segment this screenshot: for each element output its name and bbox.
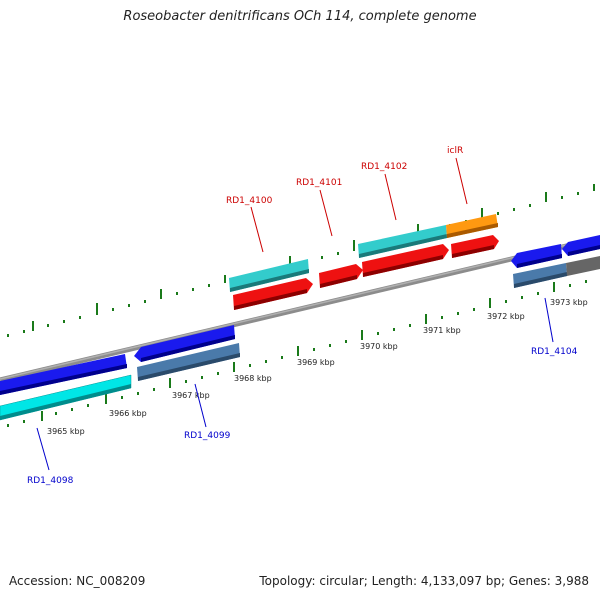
kbp-label-3973: 3973 kbp bbox=[550, 298, 588, 307]
kbp-label-3966: 3966 kbp bbox=[109, 409, 147, 418]
genome-backbone bbox=[0, 235, 600, 383]
genome-stats-text: Topology: circular; Length: 4,133,097 bp… bbox=[259, 574, 589, 588]
kbp-label-3965: 3965 kbp bbox=[47, 427, 85, 436]
accession-text: Accession: NC_008209 bbox=[9, 574, 146, 588]
gene-rd1-4104-arrow-edge bbox=[517, 254, 562, 268]
label-rd1-4102[interactable]: RD1_4102 bbox=[361, 162, 407, 172]
label-iclr[interactable]: iclR bbox=[447, 146, 463, 156]
gene-rd1-4098-arrow-edge bbox=[0, 364, 127, 395]
gene-rd1-4099-shadow-edge bbox=[138, 353, 240, 381]
kbp-label-3972: 3972 kbp bbox=[487, 312, 525, 321]
kbp-label-3970: 3970 kbp bbox=[360, 342, 398, 351]
label-leaders bbox=[36, 157, 554, 471]
gene-rd1-4101-arrow-edge bbox=[320, 275, 357, 288]
gene-rd1-4098-shadow-edge bbox=[0, 384, 131, 420]
label-rd1-4099[interactable]: RD1_4099 bbox=[184, 431, 231, 441]
gene-rd1-4099-arrow-edge bbox=[141, 335, 235, 362]
gene-next-arrow-edge bbox=[568, 245, 600, 256]
gene-iclr-shadow-edge bbox=[447, 223, 498, 238]
label-rd1-4100[interactable]: RD1_4100 bbox=[226, 196, 273, 206]
gene-rd1-4102-shadow-edge bbox=[359, 234, 447, 258]
kbp-label-3967: 3967 kbp bbox=[172, 391, 210, 400]
label-rd1-4098[interactable]: RD1_4098 bbox=[27, 476, 74, 486]
label-rd1-4104[interactable]: RD1_4104 bbox=[531, 347, 578, 357]
gene-iclr-arrow-edge bbox=[452, 245, 494, 258]
genome-backbone-highlight bbox=[0, 236, 600, 380]
gene-rd1-4104-arrow[interactable] bbox=[511, 244, 562, 268]
inner-tick-track bbox=[7, 280, 587, 427]
gene-rd1-4102-arrow-edge bbox=[363, 255, 443, 277]
gene-rd1-4100-shadow-edge bbox=[230, 269, 309, 292]
kbp-label-3969: 3969 kbp bbox=[297, 358, 335, 367]
kbp-label-3971: 3971 kbp bbox=[423, 326, 461, 335]
map-title: Roseobacter denitrificans OCh 114, compl… bbox=[123, 9, 477, 24]
gene-rd1-4104-shadow-edge bbox=[514, 272, 567, 288]
label-rd1-4101[interactable]: RD1_4101 bbox=[296, 178, 342, 188]
gene-rd1-4099-arrow[interactable] bbox=[134, 325, 235, 362]
gene-next-shadow[interactable] bbox=[566, 256, 600, 276]
gene-rd1-4100-arrow-edge bbox=[234, 289, 307, 310]
kbp-label-3968: 3968 kbp bbox=[234, 374, 272, 383]
